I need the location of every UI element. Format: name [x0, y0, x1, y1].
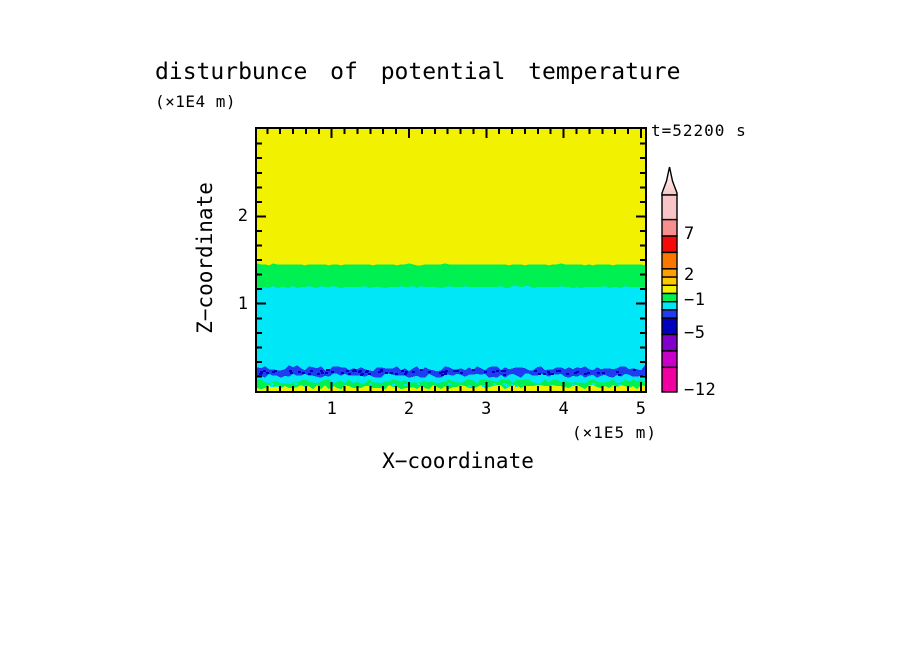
y-axis-label: Z−coordinate — [193, 182, 217, 334]
x-tick-label: 4 — [558, 399, 569, 419]
band-speckles — [259, 369, 636, 376]
plot-border — [255, 127, 647, 393]
colorbar-label: −1 — [684, 289, 706, 310]
band-speckles — [270, 382, 621, 387]
temperature-bands — [257, 129, 645, 391]
band-0to1 — [257, 129, 645, 266]
band-0to1 — [257, 385, 645, 391]
plot-title: disturbunce of potential temperature — [155, 59, 681, 85]
axis-ticks — [257, 129, 645, 391]
time-label: t=52200 s — [651, 121, 747, 140]
x-tick-label: 3 — [481, 399, 492, 419]
plot-canvas — [255, 127, 647, 393]
colorbar — [661, 166, 678, 393]
x-tick-label: 1 — [326, 399, 337, 419]
band--2to-1 — [257, 373, 645, 384]
band--1to0 — [257, 263, 645, 289]
x-axis-unit-label: (×1E5 m) — [571, 423, 657, 442]
colorbar-label: 2 — [684, 265, 695, 286]
x-tick-label: 2 — [403, 399, 415, 419]
y-tick-label: 2 — [237, 206, 248, 227]
band--2to-1 — [257, 286, 645, 372]
colorbar-blocks — [661, 194, 678, 393]
colorbar-label: −12 — [684, 380, 717, 400]
y-axis-unit-label: (×1E4 m) — [155, 92, 237, 111]
y-tick-label: 1 — [237, 293, 248, 314]
x-axis-label: X−coordinate — [382, 449, 534, 473]
colorbar-label: 7 — [684, 224, 695, 245]
colorbar-arrow-icon — [661, 166, 678, 196]
x-tick-label: 5 — [635, 399, 647, 419]
colorbar-label: −5 — [684, 322, 706, 343]
